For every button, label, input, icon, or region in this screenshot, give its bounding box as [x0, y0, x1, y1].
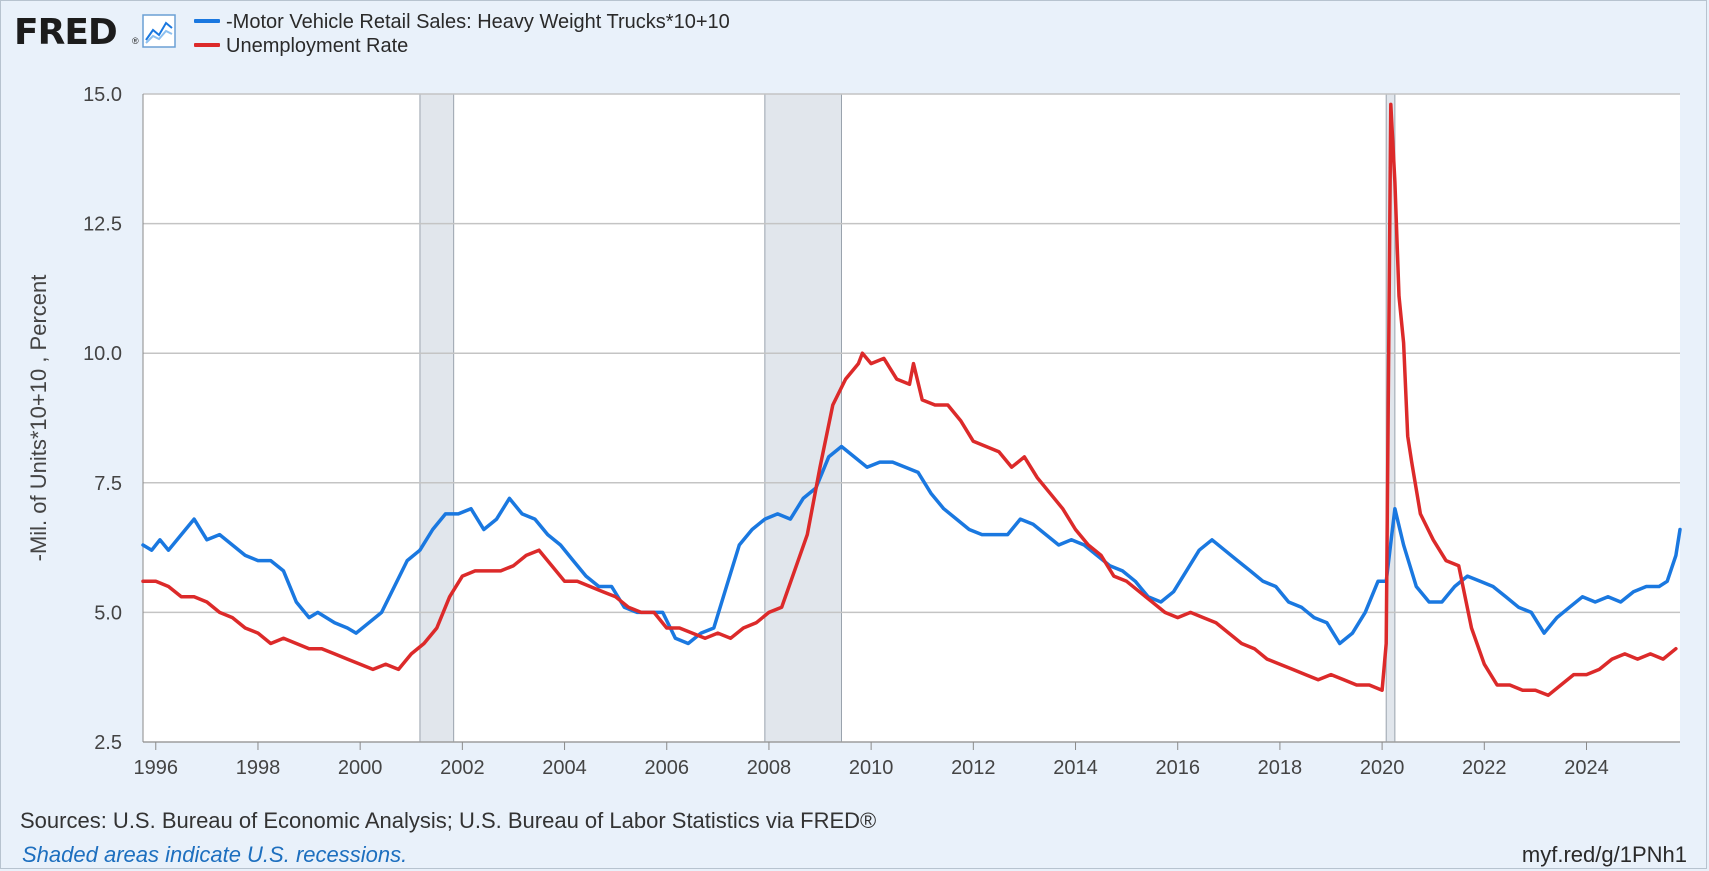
x-tick-label: 1998: [236, 757, 281, 779]
x-tick-label: 2004: [542, 757, 587, 779]
legend-swatch-series-2: [194, 42, 220, 47]
y-tick-label: 7.5: [94, 473, 122, 495]
recession-note: Shaded areas indicate U.S. recessions.: [22, 842, 408, 867]
recession-band: [1386, 94, 1395, 742]
x-tick-label: 1996: [134, 757, 179, 779]
x-tick-label: 2010: [849, 757, 894, 779]
y-tick-label: 15.0: [83, 84, 122, 106]
sources-text: Sources: U.S. Bureau of Economic Analysi…: [20, 808, 877, 833]
x-tick-label: 2020: [1360, 757, 1405, 779]
y-tick-label: 12.5: [83, 214, 122, 236]
legend-label-series-1: -Motor Vehicle Retail Sales: Heavy Weigh…: [226, 11, 730, 33]
series-line-1[interactable]: [141, 444, 1682, 646]
recession-band: [419, 94, 454, 742]
short-link[interactable]: myf.red/g/1PNh1: [1521, 842, 1687, 867]
legend-swatch-series-1: [194, 18, 220, 23]
x-tick-label: 2012: [951, 757, 996, 779]
x-tick-label: 2022: [1462, 757, 1507, 779]
legend-item-series-1[interactable]: -Motor Vehicle Retail Sales: Heavy Weigh…: [194, 10, 730, 34]
x-tick-label: 2000: [338, 757, 383, 779]
y-tick-label: 2.5: [94, 732, 122, 754]
y-tick-label: 5.0: [94, 602, 122, 624]
fred-logo[interactable]: FRED: [14, 12, 118, 53]
x-tick-label: 2024: [1564, 757, 1609, 779]
x-tick-label: 2016: [1155, 757, 1200, 779]
line-chart[interactable]: 2.5 5.0 7.5 10.0 12.5 15.0 1996 1998 2000 2002 200…: [0, 0, 1709, 800]
x-tick-label: 2018: [1258, 757, 1303, 779]
x-tick-label: 2002: [440, 757, 485, 779]
y-tick-label: 10.0: [83, 343, 122, 365]
x-tick-label: 2008: [747, 757, 792, 779]
chart-legend: -Motor Vehicle Retail Sales: Heavy Weigh…: [194, 10, 730, 58]
y-axis-title: -Mil. of Units*10+10 , Percent: [26, 275, 51, 562]
legend-label-series-2: Unemployment Rate: [226, 35, 409, 57]
x-tick-label: 2014: [1053, 757, 1098, 779]
line-chart-icon[interactable]: [142, 14, 176, 53]
plot-area: [143, 94, 1680, 742]
series-line-2[interactable]: [141, 102, 1678, 698]
x-tick-label: 2006: [644, 757, 689, 779]
registered-mark: ®: [132, 36, 139, 46]
legend-item-series-2[interactable]: Unemployment Rate: [194, 34, 730, 58]
